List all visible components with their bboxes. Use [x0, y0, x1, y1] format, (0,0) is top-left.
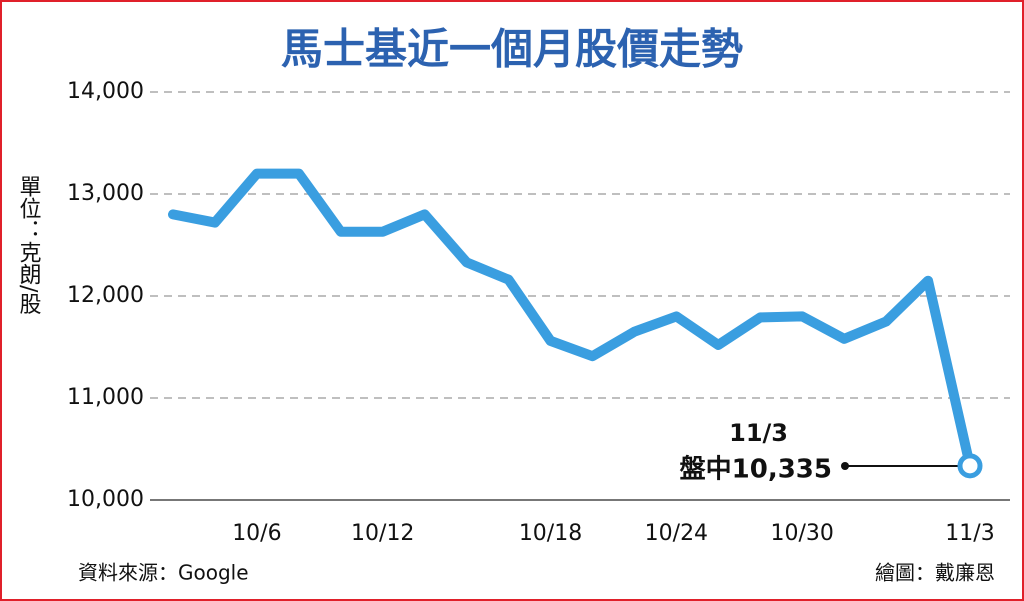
y-tick-label: 12,000 — [67, 283, 144, 308]
x-tick-label: 10/6 — [232, 521, 281, 546]
x-tick-label: 11/3 — [945, 521, 994, 546]
y-tick-label: 11,000 — [67, 385, 144, 410]
annotation: 盤中10,335 — [680, 455, 832, 485]
y-tick-label: 13,000 — [67, 181, 144, 206]
credit: 繪圖：戴廉恩 — [875, 561, 995, 585]
annotation: 11/3 — [729, 419, 788, 447]
y-tick-label: 14,000 — [67, 79, 144, 104]
x-tick-label: 10/24 — [645, 521, 708, 546]
x-tick-label: 10/18 — [519, 521, 582, 546]
last-point — [957, 453, 983, 479]
y-tick-label: 10,000 — [67, 487, 144, 512]
chart-title: 馬士基近一個月股價走勢 — [281, 25, 743, 74]
x-tick-label: 10/30 — [771, 521, 834, 546]
line — [168, 168, 975, 471]
source: 資料來源：Google — [78, 561, 249, 585]
annotation-dot — [841, 462, 849, 470]
y-axis-label: 單位：克朗/股 — [16, 175, 42, 315]
x-tick-label: 10/12 — [351, 521, 414, 546]
